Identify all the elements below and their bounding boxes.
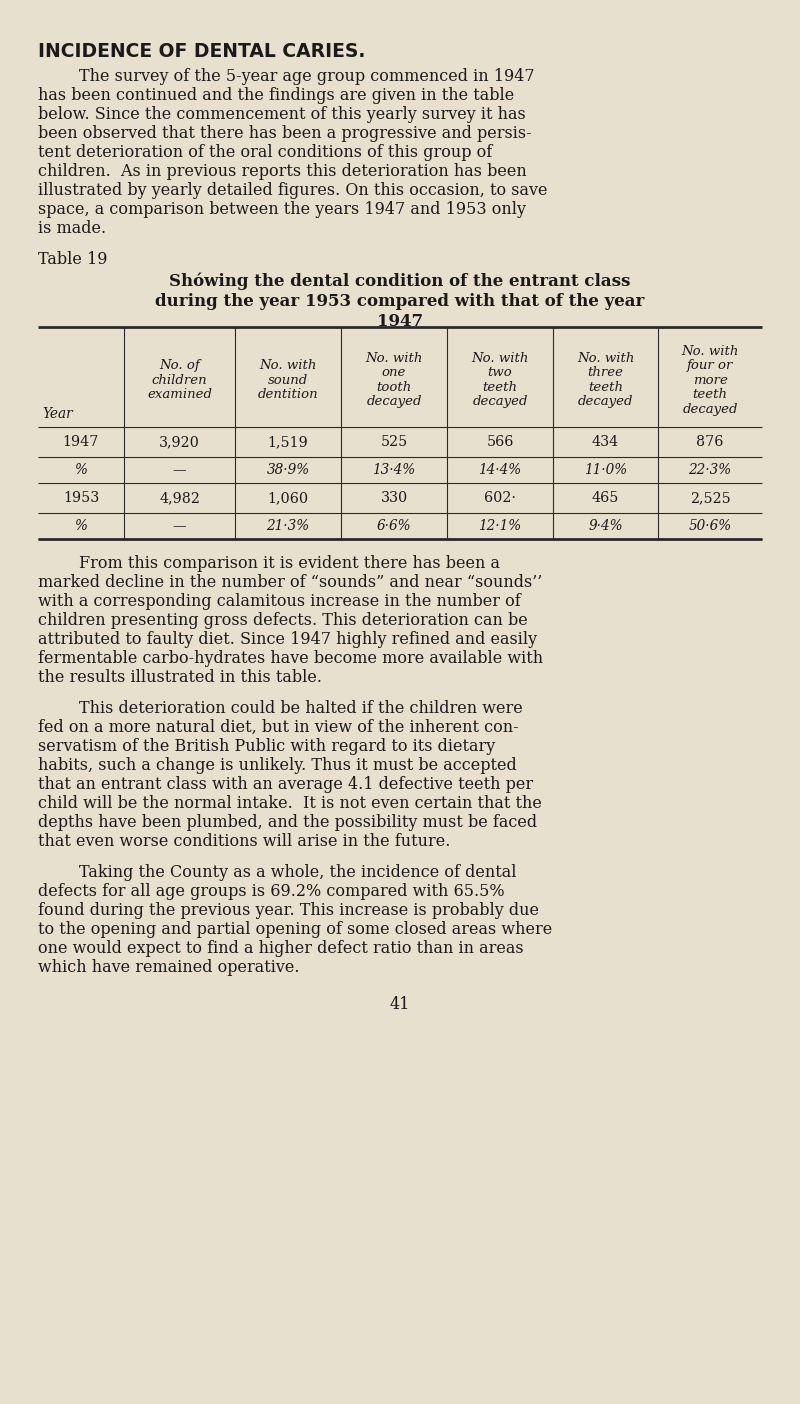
Text: 1,060: 1,060 — [267, 491, 309, 505]
Text: Year: Year — [42, 407, 73, 421]
Text: 1947: 1947 — [377, 313, 423, 330]
Text: 41: 41 — [390, 995, 410, 1014]
Text: two: two — [488, 366, 512, 379]
Text: 22·3%: 22·3% — [688, 463, 732, 477]
Text: 1947: 1947 — [63, 435, 99, 449]
Text: children.  As in previous reports this deterioration has been: children. As in previous reports this de… — [38, 163, 526, 180]
Text: four or: four or — [687, 359, 733, 372]
Text: one: one — [382, 366, 406, 379]
Text: found during the previous year. This increase is probably due: found during the previous year. This inc… — [38, 901, 539, 920]
Text: decayed: decayed — [578, 396, 634, 409]
Text: teeth: teeth — [588, 380, 623, 395]
Text: 330: 330 — [380, 491, 408, 505]
Text: 1953: 1953 — [63, 491, 99, 505]
Text: 1,519: 1,519 — [268, 435, 308, 449]
Text: 465: 465 — [592, 491, 619, 505]
Text: children presenting gross defects. This deterioration can be: children presenting gross defects. This … — [38, 612, 528, 629]
Text: space, a comparison between the years 1947 and 1953 only: space, a comparison between the years 19… — [38, 201, 526, 218]
Text: examined: examined — [147, 389, 212, 402]
Text: during the year 1953 compared with that of the year: during the year 1953 compared with that … — [155, 293, 645, 310]
Text: Taking the County as a whole, the incidence of dental: Taking the County as a whole, the incide… — [38, 863, 517, 880]
Text: 6·6%: 6·6% — [377, 519, 411, 534]
Text: three: three — [587, 366, 623, 379]
Text: is made.: is made. — [38, 220, 106, 237]
Text: From this comparison it is evident there has been a: From this comparison it is evident there… — [38, 555, 500, 571]
Text: dentition: dentition — [258, 389, 318, 402]
Text: %: % — [74, 519, 87, 534]
Text: No. of: No. of — [159, 359, 200, 372]
Text: one would expect to find a higher defect ratio than in areas: one would expect to find a higher defect… — [38, 941, 524, 958]
Text: attributed to faulty diet. Since 1947 highly refined and easily: attributed to faulty diet. Since 1947 hi… — [38, 630, 537, 649]
Text: 4,982: 4,982 — [159, 491, 200, 505]
Text: 434: 434 — [592, 435, 619, 449]
Text: No. with: No. with — [366, 352, 422, 365]
Text: 566: 566 — [486, 435, 514, 449]
Text: fed on a more natural diet, but in view of the inherent con-: fed on a more natural diet, but in view … — [38, 719, 518, 736]
Text: servatism of the British Public with regard to its dietary: servatism of the British Public with reg… — [38, 739, 495, 755]
Text: has been continued and the findings are given in the table: has been continued and the findings are … — [38, 87, 514, 104]
Text: This deterioration could be halted if the children were: This deterioration could be halted if th… — [38, 701, 522, 717]
Text: the results illustrated in this table.: the results illustrated in this table. — [38, 668, 322, 687]
Text: sound: sound — [268, 373, 308, 386]
Text: illustrated by yearly detailed figures. On this occasion, to save: illustrated by yearly detailed figures. … — [38, 183, 547, 199]
Text: marked decline in the number of “sounds” and near “sounds’’: marked decline in the number of “sounds”… — [38, 574, 542, 591]
Text: with a corresponding calamitous increase in the number of: with a corresponding calamitous increase… — [38, 592, 521, 609]
Text: INCIDENCE OF DENTAL CARIES.: INCIDENCE OF DENTAL CARIES. — [38, 42, 366, 60]
Text: 9·4%: 9·4% — [588, 519, 623, 534]
Text: 13·4%: 13·4% — [372, 463, 416, 477]
Text: —: — — [173, 519, 186, 534]
Text: which have remained operative.: which have remained operative. — [38, 959, 299, 976]
Text: 38·9%: 38·9% — [266, 463, 310, 477]
Text: that an entrant class with an average 4.1 defective teeth per: that an entrant class with an average 4.… — [38, 776, 533, 793]
Text: decayed: decayed — [682, 403, 738, 416]
Text: defects for all age groups is 69.2% compared with 65.5%: defects for all age groups is 69.2% comp… — [38, 883, 505, 900]
Text: below. Since the commencement of this yearly survey it has: below. Since the commencement of this ye… — [38, 105, 526, 124]
Text: 602·: 602· — [484, 491, 516, 505]
Text: child will be the normal intake.  It is not even certain that the: child will be the normal intake. It is n… — [38, 795, 542, 812]
Text: No. with: No. with — [682, 345, 738, 358]
Text: decayed: decayed — [472, 396, 528, 409]
Text: teeth: teeth — [482, 380, 518, 395]
Text: teeth: teeth — [693, 389, 727, 402]
Text: tooth: tooth — [376, 380, 412, 395]
Text: No. with: No. with — [259, 359, 317, 372]
Text: 11·0%: 11·0% — [584, 463, 627, 477]
Text: 14·4%: 14·4% — [478, 463, 522, 477]
Text: 876: 876 — [696, 435, 724, 449]
Text: more: more — [693, 373, 727, 386]
Text: depths have been plumbed, and the possibility must be faced: depths have been plumbed, and the possib… — [38, 814, 537, 831]
Text: decayed: decayed — [366, 396, 422, 409]
Text: that even worse conditions will arise in the future.: that even worse conditions will arise in… — [38, 833, 450, 849]
Text: Shówing the dental condition of the entrant class: Shówing the dental condition of the entr… — [170, 272, 630, 291]
Text: No. with: No. with — [577, 352, 634, 365]
Text: Table 19: Table 19 — [38, 251, 107, 268]
Text: habits, such a change is unlikely. Thus it must be accepted: habits, such a change is unlikely. Thus … — [38, 757, 517, 774]
Text: children: children — [152, 373, 207, 386]
Text: been observed that there has been a progressive and persis-: been observed that there has been a prog… — [38, 125, 532, 142]
Text: —: — — [173, 463, 186, 477]
Text: 3,920: 3,920 — [159, 435, 200, 449]
Text: %: % — [74, 463, 87, 477]
Text: 50·6%: 50·6% — [688, 519, 732, 534]
Text: No. with: No. with — [471, 352, 529, 365]
Text: to the opening and partial opening of some closed areas where: to the opening and partial opening of so… — [38, 921, 552, 938]
Text: The survey of the 5-year age group commenced in 1947: The survey of the 5-year age group comme… — [38, 67, 534, 86]
Text: 12·1%: 12·1% — [478, 519, 522, 534]
Text: tent deterioration of the oral conditions of this group of: tent deterioration of the oral condition… — [38, 145, 492, 161]
Text: fermentable carbo-hydrates have become more available with: fermentable carbo-hydrates have become m… — [38, 650, 543, 667]
Text: 21·3%: 21·3% — [266, 519, 310, 534]
Text: 2,525: 2,525 — [690, 491, 730, 505]
Text: 525: 525 — [380, 435, 408, 449]
